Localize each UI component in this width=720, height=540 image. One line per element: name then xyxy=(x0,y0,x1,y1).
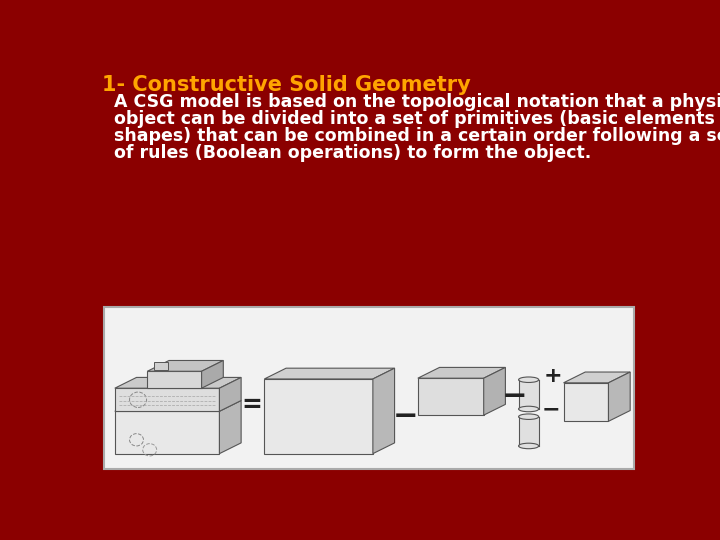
Bar xyxy=(153,362,168,370)
Bar xyxy=(518,380,539,409)
Polygon shape xyxy=(484,367,505,415)
Polygon shape xyxy=(564,383,608,421)
Polygon shape xyxy=(148,372,202,388)
Text: +: + xyxy=(544,366,562,386)
Polygon shape xyxy=(264,368,395,379)
Text: −: − xyxy=(542,399,560,419)
Text: of rules (Boolean operations) to form the object.: of rules (Boolean operations) to form th… xyxy=(102,144,591,162)
Polygon shape xyxy=(564,372,630,383)
Polygon shape xyxy=(418,378,484,415)
Text: −: − xyxy=(392,402,418,431)
Text: object can be divided into a set of primitives (basic elements or: object can be divided into a set of prim… xyxy=(102,110,720,128)
Polygon shape xyxy=(418,367,505,378)
Text: 1- Constructive Solid Geometry: 1- Constructive Solid Geometry xyxy=(102,75,470,95)
Text: =: = xyxy=(241,393,262,417)
Polygon shape xyxy=(202,361,223,388)
Polygon shape xyxy=(373,368,395,454)
Polygon shape xyxy=(220,401,241,454)
Polygon shape xyxy=(114,411,220,454)
Polygon shape xyxy=(264,379,373,454)
Text: −: − xyxy=(502,382,528,411)
Polygon shape xyxy=(148,361,223,372)
Bar xyxy=(104,307,634,469)
Text: A CSG model is based on the topological notation that a physical: A CSG model is based on the topological … xyxy=(102,93,720,111)
Ellipse shape xyxy=(518,406,539,411)
Ellipse shape xyxy=(518,377,539,382)
Bar xyxy=(518,417,539,446)
Text: shapes) that can be combined in a certain order following a set: shapes) that can be combined in a certai… xyxy=(102,127,720,145)
Polygon shape xyxy=(220,377,241,411)
Polygon shape xyxy=(608,372,630,421)
Ellipse shape xyxy=(518,414,539,420)
Polygon shape xyxy=(114,388,220,411)
Polygon shape xyxy=(114,377,241,388)
Polygon shape xyxy=(114,401,241,411)
Ellipse shape xyxy=(518,443,539,449)
